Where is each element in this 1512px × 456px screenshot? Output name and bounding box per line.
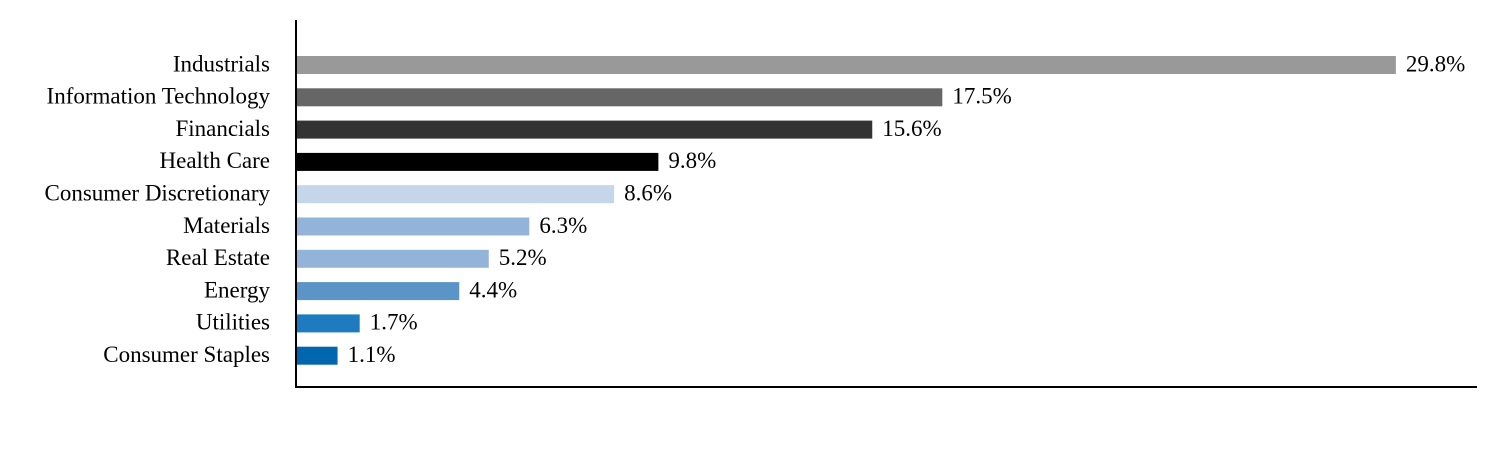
bar bbox=[297, 152, 659, 171]
bar bbox=[297, 88, 943, 107]
data-label: 6.3% bbox=[539, 213, 587, 238]
data-label: 29.8% bbox=[1406, 51, 1465, 76]
bar bbox=[297, 217, 530, 236]
y-tick-label: Industrials bbox=[173, 51, 270, 76]
y-tick-label: Energy bbox=[204, 277, 271, 302]
data-label: 4.4% bbox=[469, 277, 517, 302]
bar bbox=[297, 282, 460, 301]
y-tick-label: Utilities bbox=[196, 310, 270, 335]
bar bbox=[297, 346, 338, 365]
data-label: 15.6% bbox=[882, 116, 941, 141]
y-tick-label: Materials bbox=[183, 213, 270, 238]
bar bbox=[297, 120, 873, 139]
y-tick-label: Real Estate bbox=[166, 245, 270, 270]
y-tick-label: Information Technology bbox=[47, 84, 271, 109]
data-label: 1.1% bbox=[348, 342, 396, 367]
data-label: 5.2% bbox=[499, 245, 547, 270]
bar bbox=[297, 185, 615, 204]
y-tick-label: Consumer Discretionary bbox=[45, 180, 271, 205]
y-tick-label: Consumer Staples bbox=[103, 342, 270, 367]
bar bbox=[297, 249, 489, 268]
bar bbox=[297, 56, 1396, 74]
y-tick-label: Health Care bbox=[160, 148, 270, 173]
y-tick-label: Financials bbox=[175, 116, 270, 141]
bar bbox=[297, 314, 360, 333]
data-label: 17.5% bbox=[952, 84, 1011, 109]
data-label: 9.8% bbox=[668, 148, 716, 173]
data-label: 1.7% bbox=[370, 310, 418, 335]
data-label: 8.6% bbox=[624, 180, 672, 205]
